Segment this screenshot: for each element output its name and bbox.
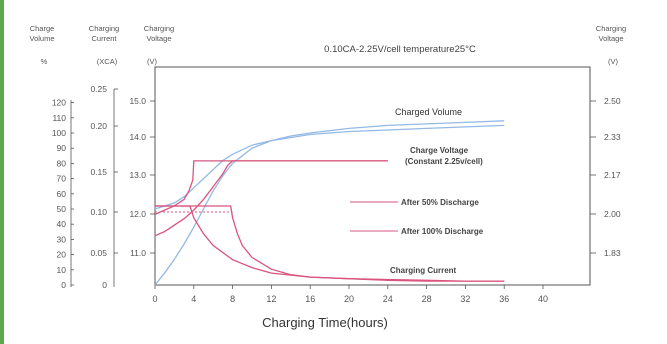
volume-tick-label: 90 <box>57 143 67 153</box>
volume-tick-label: 10 <box>57 265 67 275</box>
volume-tick-label: 120 <box>52 98 66 108</box>
voltage-right-tick-label: 2.33 <box>604 132 621 142</box>
voltage-left-tick-label: 12.0 <box>129 209 146 219</box>
volume-tick-label: 80 <box>57 158 67 168</box>
annotation-after50: After 50% Discharge <box>401 198 479 207</box>
chart-title: 0.10CA-2.25V/cell temperature25°C <box>324 44 476 55</box>
series-line-voltage-3 <box>154 160 388 237</box>
voltage-right-tick-label: 2.00 <box>604 209 621 219</box>
current-tick-label: 0.25 <box>90 84 107 94</box>
series-layer <box>154 120 505 286</box>
current-tick-label: 0.05 <box>90 248 107 258</box>
x-tick-label: 4 <box>191 294 196 304</box>
series-line-volume-0 <box>154 120 505 286</box>
volume-axis-ticks: 0 10 20 30 40 50 60 70 80 90 100 110 120 <box>52 98 74 290</box>
voltage-left-axis-ticks: 11.0 12.0 13.0 14.0 15.0 <box>129 96 155 258</box>
voltage-left-tick-label: 13.0 <box>129 170 146 180</box>
x-tick-label: 20 <box>344 294 354 304</box>
volume-header-2: Volume <box>29 34 54 43</box>
annotation-charge-voltage-1: Charge Voltage <box>410 146 469 155</box>
volume-tick-label: 60 <box>57 189 67 199</box>
x-tick-label: 24 <box>383 294 393 304</box>
voltage-left-header-1: Charging <box>144 24 174 33</box>
voltage-right-axis-ticks: 1.83 2.00 2.17 2.33 2.50 <box>590 96 621 258</box>
current-tick-label: 0.10 <box>90 207 107 217</box>
x-tick-label: 0 <box>152 294 157 304</box>
volume-unit: % <box>41 57 48 66</box>
voltage-right-tick-label: 1.83 <box>604 248 621 258</box>
annotation-charge-voltage-2: (Constant 2.25v/cell) <box>405 157 483 166</box>
x-tick-label: 40 <box>538 294 548 304</box>
x-tick-label: 12 <box>266 294 276 304</box>
annotation-charging-current: Charging Current <box>390 266 457 275</box>
voltage-left-tick-label: 11.0 <box>130 248 146 258</box>
volume-tick-label: 40 <box>57 219 67 229</box>
volume-tick-label: 70 <box>57 174 67 184</box>
voltage-right-header-2: Voltage <box>598 34 623 43</box>
voltage-right-tick-label: 2.50 <box>604 96 621 106</box>
volume-tick-label: 20 <box>57 250 67 260</box>
x-axis-label: Charging Time(hours) <box>262 315 388 330</box>
voltage-left-tick-label: 15.0 <box>129 96 146 106</box>
x-tick-label: 16 <box>305 294 315 304</box>
current-tick-label: 0.20 <box>90 121 107 131</box>
volume-tick-label: 0 <box>61 280 66 290</box>
current-unit: (XCA) <box>97 57 118 66</box>
annotation-charged-volume: Charged Volume <box>395 107 462 117</box>
volume-tick-label: 50 <box>57 204 67 214</box>
annotation-after100: After 100% Discharge <box>401 227 484 236</box>
voltage-left-unit: (V) <box>147 57 158 66</box>
voltage-left-header-2: Voltage <box>146 34 171 43</box>
current-zero-label: 0 <box>102 280 107 290</box>
voltage-right-unit: (V) <box>608 57 619 66</box>
volume-tick-label: 100 <box>52 128 66 138</box>
volume-header-1: Charge <box>30 24 55 33</box>
current-axis-ticks: 0.05 0.10 0.15 0.20 0.25 0 <box>90 84 118 290</box>
x-axis-ticks: 0 4 8 12 16 20 24 28 32 36 40 <box>152 285 548 304</box>
series-line-volume-1 <box>154 124 505 210</box>
plot-frame <box>154 66 591 286</box>
voltage-right-header-1: Charging <box>596 24 626 33</box>
voltage-left-tick-label: 14.0 <box>129 132 146 142</box>
series-line-current-5 <box>155 205 505 282</box>
x-tick-label: 28 <box>422 294 432 304</box>
x-tick-label: 36 <box>499 294 509 304</box>
voltage-right-tick-label: 2.17 <box>604 170 621 180</box>
current-header-1: Charging <box>89 24 119 33</box>
x-tick-label: 32 <box>460 294 470 304</box>
current-header-2: Current <box>91 34 117 43</box>
volume-tick-label: 30 <box>57 234 67 244</box>
current-tick-label: 0.15 <box>90 167 107 177</box>
x-tick-label: 8 <box>230 294 235 304</box>
accent-bar <box>0 0 4 344</box>
volume-tick-label: 110 <box>52 113 66 123</box>
